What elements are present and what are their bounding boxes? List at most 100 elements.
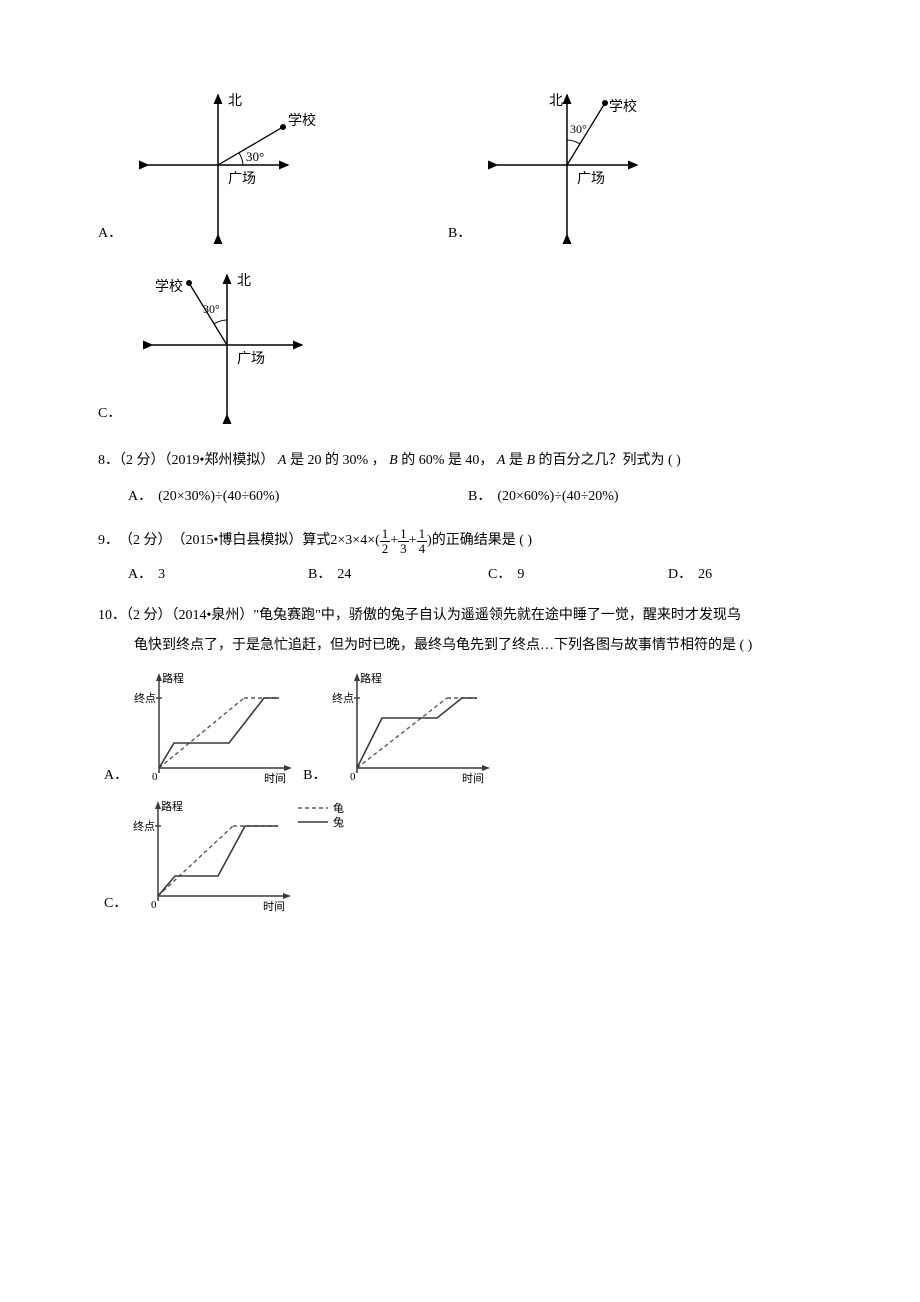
plaza-text: 广场 bbox=[228, 171, 256, 187]
q7-opt-c-label: C． bbox=[98, 403, 121, 425]
ylabel: 路程 bbox=[162, 672, 184, 685]
origin: 0 bbox=[152, 771, 158, 783]
q8-t4: 的百分之几？列式为 ( ) bbox=[535, 453, 681, 468]
question-10: 10．（2 分）（2014•泉州）"龟兔赛跑"中，骄傲的兔子自认为遥遥领先就在途… bbox=[98, 605, 822, 916]
q10-option-c: C． 路程 终点 0 时间 龟 兔 bbox=[104, 796, 353, 916]
q8-stem: 8．（2 分）（2019•郑州模拟） A 是 20 的 30% ， B 的 60… bbox=[98, 450, 822, 472]
legend-rabbit: 兔 bbox=[333, 815, 344, 829]
north-text: 北 bbox=[549, 93, 563, 109]
q7-row-ab: A． 北 学校 30° 广场 B． bbox=[98, 85, 822, 245]
q8-opt-a-label: A． bbox=[128, 486, 152, 508]
q8-opt-b-label: B． bbox=[468, 486, 491, 508]
q9-option-d: D． 26 bbox=[668, 564, 768, 586]
q9-stem: 9．（2 分）（2015•博白县模拟） 算式 2×3×4×( 12 + 13 +… bbox=[98, 527, 822, 557]
frac-den: 3 bbox=[398, 542, 409, 556]
q9-frac1: 12 bbox=[380, 527, 391, 557]
q8-t2: 的 60% 是 40， bbox=[398, 453, 494, 468]
opt-label: C． bbox=[488, 564, 511, 586]
q7-option-a: A． 北 学校 30° 广场 bbox=[98, 85, 448, 245]
q7-row-c: C． 北 学校 30° 广场 bbox=[98, 265, 822, 425]
opt-val: 3 bbox=[158, 564, 165, 586]
angle-text: 30° bbox=[246, 149, 264, 164]
q8-option-a: A． (20×30%)÷(40÷60%) bbox=[128, 486, 468, 508]
compass-diagram-b: 北 学校 30° 广场 bbox=[477, 85, 667, 245]
angle-text: 30° bbox=[570, 122, 587, 136]
q8-opt-b-expr: (20×60%)÷(40÷20%) bbox=[497, 486, 618, 508]
q10-row-c: C． 路程 终点 0 时间 龟 兔 bbox=[98, 796, 822, 916]
plaza-text: 广场 bbox=[237, 351, 265, 367]
q10-option-a: A． 路程 终点 0 时间 bbox=[104, 668, 299, 788]
q8-number: 8． bbox=[98, 453, 119, 468]
q9-options: A． 3 B．24 C． 9 D． 26 bbox=[98, 564, 822, 586]
q8-var-b: B bbox=[389, 453, 398, 468]
race-graph-c: 路程 终点 0 时间 龟 兔 bbox=[133, 796, 353, 916]
q7-opt-b-label: B． bbox=[448, 223, 471, 245]
compass-diagram-a: 北 学校 30° 广场 bbox=[128, 85, 318, 245]
q10-opt-a-label: A． bbox=[104, 765, 128, 787]
q10-t1: "龟兔赛跑"中，骄傲的兔子自认为遥遥领先就在途中睡了一觉，醒来时才发现乌 bbox=[253, 608, 740, 623]
opt-label: D． bbox=[668, 564, 692, 586]
q8-t1: 是 20 的 30% ， bbox=[286, 453, 385, 468]
q10-stem-l1: 10．（2 分）（2014•泉州）"龟兔赛跑"中，骄傲的兔子自认为遥遥领先就在途… bbox=[98, 605, 822, 627]
north-text: 北 bbox=[237, 273, 251, 289]
plaza-text: 广场 bbox=[577, 171, 605, 187]
school-text: 学校 bbox=[288, 112, 316, 129]
north-text: 北 bbox=[228, 93, 242, 109]
q8-source: （2019•郑州模拟） bbox=[165, 453, 275, 468]
xlabel: 时间 bbox=[462, 772, 484, 785]
xlabel: 时间 bbox=[263, 900, 285, 913]
frac-num: 1 bbox=[417, 527, 428, 542]
q7-option-c: C． 北 学校 30° 广场 bbox=[98, 265, 327, 425]
q9-points: （2 分） bbox=[119, 530, 172, 552]
q10-row-ab: A． 路程 终点 0 时间 B． bbox=[98, 668, 822, 788]
opt-label: A． bbox=[128, 564, 152, 586]
q10-option-b: B． 路程 终点 0 时间 bbox=[303, 668, 497, 788]
school-text: 学校 bbox=[155, 278, 183, 295]
legend-turtle: 龟 bbox=[333, 802, 344, 815]
origin: 0 bbox=[350, 771, 356, 783]
q9-suffix: 的正确结果是 ( ) bbox=[432, 530, 532, 552]
endpoint-label: 终点 bbox=[332, 691, 354, 705]
q9-option-b: B．24 bbox=[308, 564, 488, 586]
q9-option-a: A． 3 bbox=[128, 564, 308, 586]
xlabel: 时间 bbox=[264, 772, 286, 785]
q9-option-c: C． 9 bbox=[488, 564, 668, 586]
opt-val: 9 bbox=[517, 564, 524, 586]
school-text: 学校 bbox=[609, 98, 637, 115]
compass-diagram-c: 北 学校 30° 广场 bbox=[127, 265, 327, 425]
q7-opt-a-label: A． bbox=[98, 223, 122, 245]
q9-source: （2015•博白县模拟） bbox=[172, 530, 303, 552]
q9-number: 9． bbox=[98, 530, 119, 552]
q9-frac3: 14 bbox=[417, 527, 428, 557]
q10-t2: 龟快到终点了，于是急忙追赶，但为时已晚，最终乌龟先到了终点…下列各图与故事情节相… bbox=[134, 638, 752, 653]
question-8: 8．（2 分）（2019•郑州模拟） A 是 20 的 30% ， B 的 60… bbox=[98, 450, 822, 509]
endpoint-label: 终点 bbox=[134, 691, 156, 705]
origin: 0 bbox=[151, 899, 157, 911]
ylabel: 路程 bbox=[360, 672, 382, 685]
race-graph-a: 路程 终点 0 时间 bbox=[134, 668, 299, 788]
frac-den: 4 bbox=[417, 542, 428, 556]
frac-num: 1 bbox=[380, 527, 391, 542]
q10-stem-l2: 龟快到终点了，于是急忙追赶，但为时已晚，最终乌龟先到了终点…下列各图与故事情节相… bbox=[98, 635, 822, 657]
ylabel: 路程 bbox=[161, 800, 183, 813]
endpoint-label: 终点 bbox=[133, 819, 155, 833]
race-graph-b: 路程 终点 0 时间 bbox=[332, 668, 497, 788]
q10-number: 10． bbox=[98, 608, 126, 623]
q10-source: （2014•泉州） bbox=[172, 608, 254, 623]
q8-option-b: B． (20×60%)÷(40÷20%) bbox=[468, 486, 619, 508]
q9-frac2: 13 bbox=[398, 527, 409, 557]
frac-num: 1 bbox=[398, 527, 409, 542]
opt-val: 26 bbox=[698, 564, 712, 586]
q10-opt-b-label: B． bbox=[303, 765, 326, 787]
q8-opt-a-expr: (20×30%)÷(40÷60%) bbox=[158, 486, 279, 508]
q8-options: A． (20×30%)÷(40÷60%) B． (20×60%)÷(40÷20%… bbox=[98, 486, 822, 508]
q9-expr-prefix: 2×3×4×( bbox=[330, 530, 379, 552]
frac-den: 2 bbox=[380, 542, 391, 556]
q9-prefix: 算式 bbox=[302, 530, 330, 552]
q9-plus2: + bbox=[409, 530, 417, 552]
q8-points: （2 分） bbox=[119, 453, 165, 468]
q10-points: （2 分） bbox=[126, 608, 172, 623]
q9-plus1: + bbox=[390, 530, 398, 552]
question-9: 9．（2 分）（2015•博白县模拟） 算式 2×3×4×( 12 + 13 +… bbox=[98, 527, 822, 587]
q10-opt-c-label: C． bbox=[104, 893, 127, 915]
